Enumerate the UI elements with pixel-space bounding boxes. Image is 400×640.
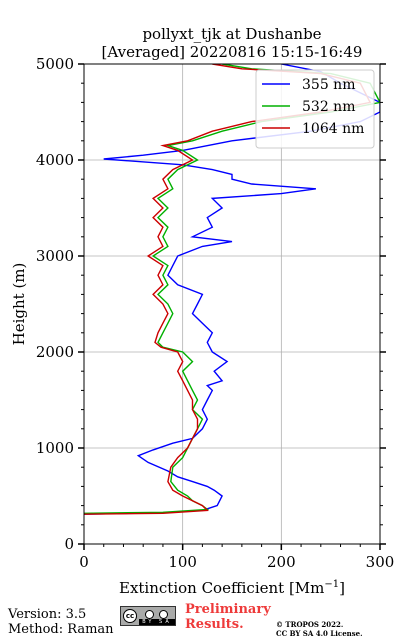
series-lines: [84, 64, 380, 515]
plot-frame: [83, 63, 381, 545]
x-axis-label: Extinction Coefficient [Mm−1]: [119, 579, 345, 597]
series-line-1: [84, 64, 380, 514]
tropos-copyright: © TROPOS 2022. CC BY SA 4.0 License.: [276, 620, 363, 638]
cc-strip: BY SA: [139, 619, 175, 625]
y-tick-label: 2000: [36, 343, 74, 361]
y-tick-label: 3000: [36, 247, 74, 265]
x-tick-label: 300: [366, 553, 395, 571]
legend: 355 nm 532 nm 1064 nm: [255, 69, 375, 149]
series-line-2: [84, 64, 372, 515]
preliminary-results-note: Preliminary Results.: [185, 602, 271, 632]
method-text: Method: Raman: [8, 622, 114, 637]
cc-icon: cc: [123, 609, 137, 623]
y-tick-label: 5000: [36, 55, 74, 73]
sa-icon: [159, 610, 168, 619]
series-line-0: [84, 64, 380, 515]
x-tick-label: 0: [79, 553, 89, 571]
tropos-line2: CC BY SA 4.0 License.: [276, 629, 363, 638]
preliminary-line2: Results.: [185, 617, 244, 632]
preliminary-line1: Preliminary: [185, 602, 271, 617]
x-tick-label: 100: [168, 553, 197, 571]
y-axis-label: Height (m): [10, 263, 28, 346]
legend-label-0: 355 nm: [302, 77, 355, 93]
chart-title-line2: [Averaged] 20220816 15:15-16:49: [102, 43, 363, 61]
cc-license-badge: cc BY SA: [120, 606, 176, 626]
y-tick-label: 1000: [36, 439, 74, 457]
x-tick-label: 200: [267, 553, 296, 571]
version-text: Version: 3.5: [8, 607, 87, 622]
y-tick-label: 0: [64, 535, 74, 553]
legend-label-2: 1064 nm: [302, 121, 364, 137]
chart-title-line1: pollyxt_tjk at Dushanbe: [142, 25, 321, 43]
by-icon: [145, 610, 154, 619]
legend-label-1: 532 nm: [302, 99, 355, 115]
tropos-line1: © TROPOS 2022.: [276, 620, 344, 629]
y-tick-label: 4000: [36, 151, 74, 169]
extinction-profile-chart: pollyxt_tjk at Dushanbe [Averaged] 20220…: [10, 25, 395, 597]
